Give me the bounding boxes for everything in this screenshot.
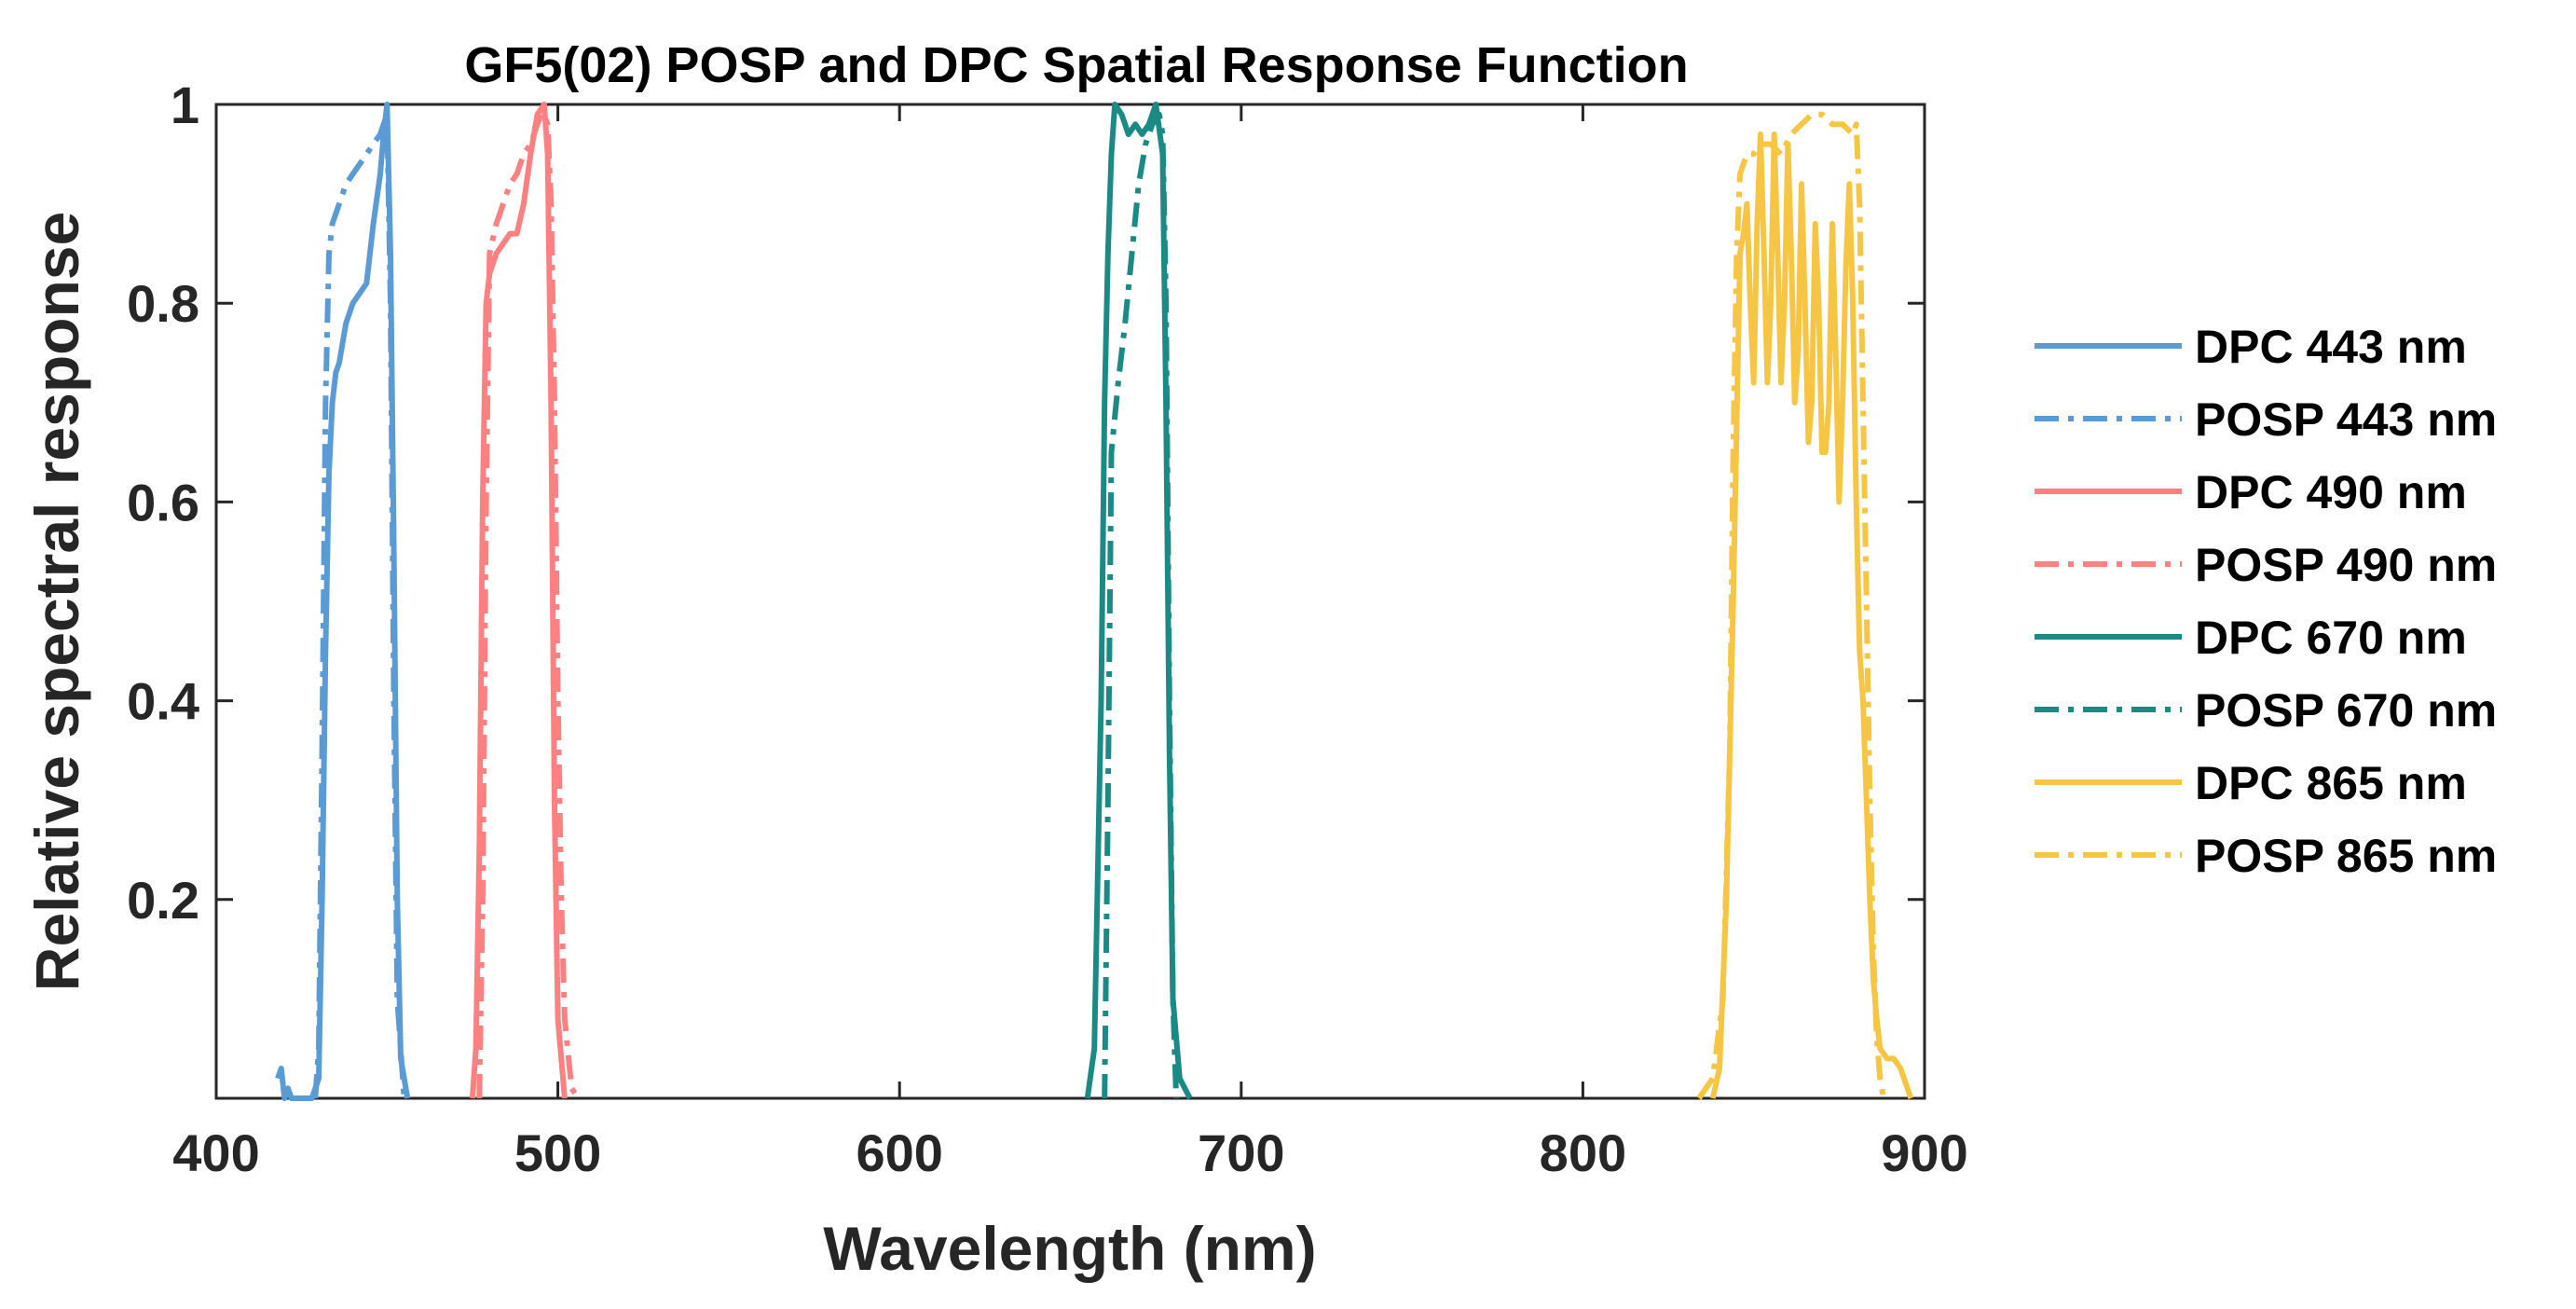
legend-label: DPC 865 nm <box>2195 757 2467 809</box>
series-layer <box>275 102 1914 1101</box>
x-tick-label: 500 <box>514 1123 601 1182</box>
legend-label: DPC 490 nm <box>2195 466 2467 518</box>
series-line-posp-865-nm <box>1696 111 1886 1100</box>
series-line-dpc-865-nm <box>1709 131 1914 1099</box>
y-tick-label: 0.2 <box>127 871 199 930</box>
legend-label: DPC 670 nm <box>2195 612 2467 664</box>
legend-label: DPC 443 nm <box>2195 321 2467 373</box>
y-tick-label: 1 <box>171 76 199 134</box>
plot-frame <box>214 103 1926 1100</box>
chart-title: GF5(02) POSP and DPC Spatial Response Fu… <box>464 37 1688 93</box>
y-tick-label: 0.6 <box>127 473 199 531</box>
series-line-dpc-490-nm <box>469 102 568 1099</box>
legend-label: POSP 443 nm <box>2195 393 2497 446</box>
y-tick-label: 0.8 <box>127 274 199 333</box>
x-tick-label: 600 <box>856 1123 942 1182</box>
x-tick-label: 800 <box>1540 1123 1626 1182</box>
y-tick-label: 0.4 <box>127 672 199 731</box>
series-line-dpc-670-nm <box>1084 102 1193 1100</box>
legend-label: POSP 670 nm <box>2195 684 2497 737</box>
x-axis-label: Wavelength (nm) <box>823 1214 1316 1283</box>
series-line-posp-443-nm <box>312 111 407 1099</box>
x-tick-label: 900 <box>1881 1123 1967 1182</box>
x-tick-label: 400 <box>172 1123 259 1182</box>
y-axis: 0.2 0.4 0.6 0.8 1 <box>127 76 1925 930</box>
x-axis: 400 500 600 700 800 900 <box>172 104 1968 1182</box>
x-tick-label: 700 <box>1198 1123 1284 1182</box>
legend-label: POSP 865 nm <box>2195 830 2497 882</box>
series-line-posp-670-nm <box>1102 111 1180 1099</box>
legend-label: POSP 490 nm <box>2195 539 2497 591</box>
series-line-posp-490-nm <box>476 111 582 1100</box>
y-axis-label: Relative spectral response <box>22 212 91 991</box>
legend: DPC 443 nm POSP 443 nm DPC 490 nm POSP 490 … <box>2035 321 2497 882</box>
